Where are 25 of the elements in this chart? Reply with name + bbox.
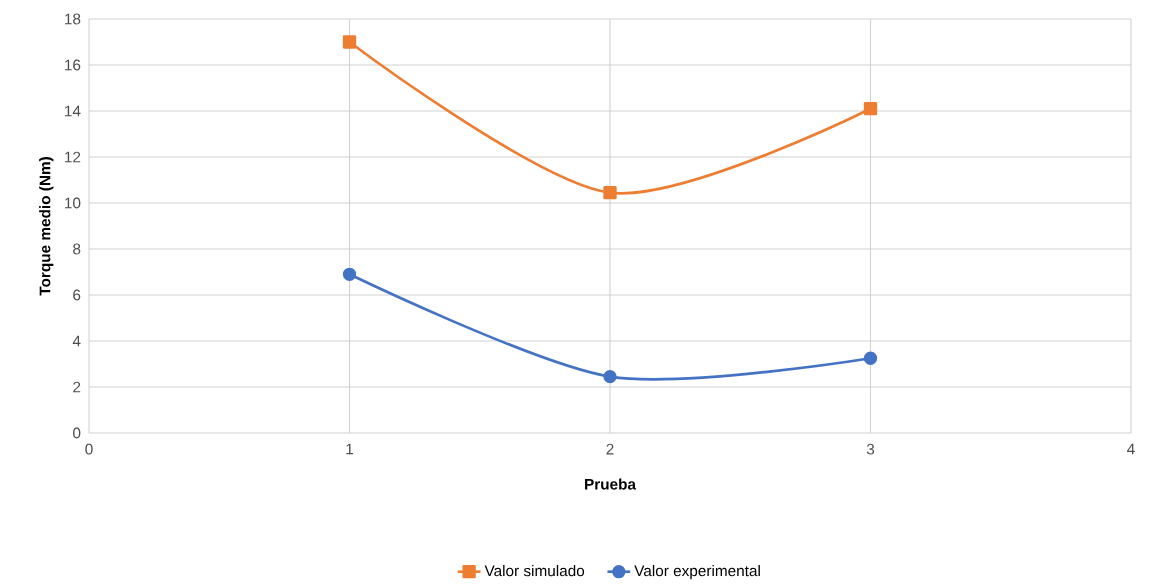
point (863, 351, 878, 365)
point (342, 35, 357, 49)
x-tick-label: 1 (346, 443, 354, 455)
x-tick-label: 4 (1127, 443, 1135, 455)
y-tick-label: 16 (65, 59, 81, 71)
x-tick-label: 0 (85, 443, 93, 455)
y-axis-title: Torque medio (Nm) (39, 157, 54, 296)
point (863, 102, 878, 116)
y-tick-label: 12 (65, 151, 81, 163)
y-tick-label: 14 (65, 105, 81, 117)
y-tick-label: 0 (73, 427, 81, 439)
point (603, 369, 617, 384)
point (342, 267, 357, 281)
x-axis-title: Prueba (585, 478, 637, 490)
y-tick-label: 2 (73, 381, 81, 393)
y-tick-label: 18 (65, 13, 81, 25)
x-tick-label: 3 (866, 443, 875, 455)
legend-label: Valor experimental (634, 565, 760, 580)
x-tick-label: 2 (606, 443, 614, 455)
y-tick-label: 4 (72, 335, 81, 347)
y-tick-label: 6 (73, 289, 81, 301)
legend-label: Valor simulado (484, 565, 585, 577)
point (603, 185, 617, 200)
y-tick-label: 10 (65, 197, 81, 209)
y-tick-label: 8 (73, 243, 81, 255)
